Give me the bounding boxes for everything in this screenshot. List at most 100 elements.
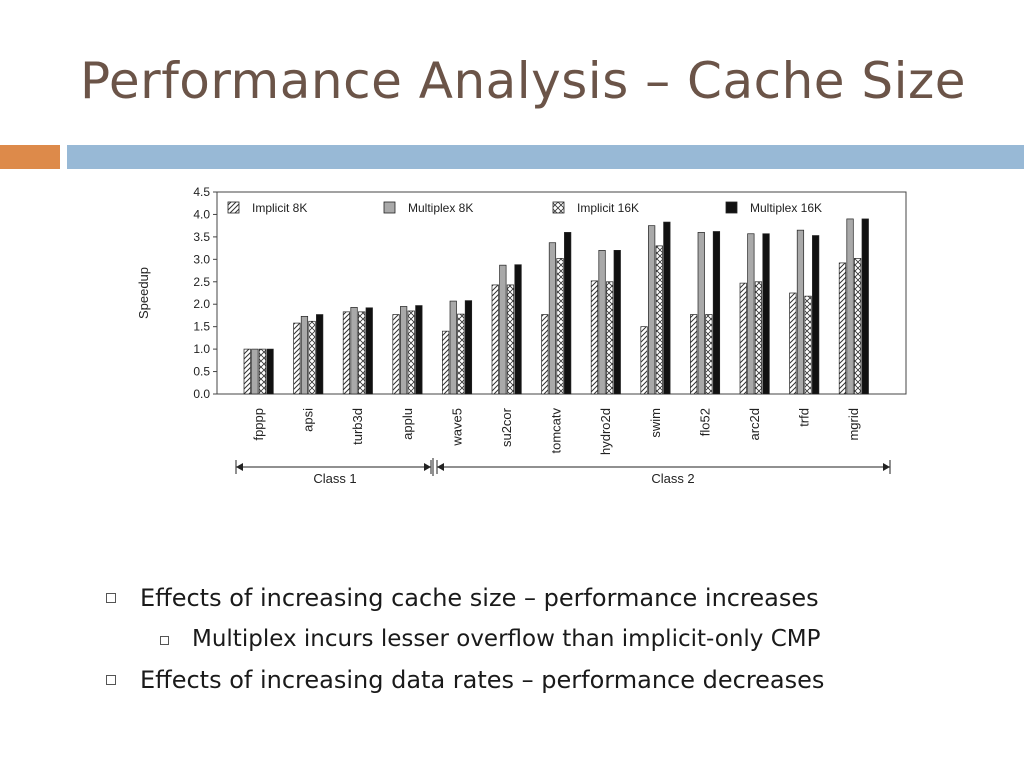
legend-label: Implicit 16K [577,201,639,215]
bullet-text: Effects of increasing data rates – perfo… [140,666,825,694]
bar [812,235,820,395]
x-tick-label: turb3d [350,408,365,445]
bar [705,314,713,395]
arrow-right-icon [883,463,890,471]
bar [754,281,763,395]
bar [663,221,671,395]
bar [690,314,698,395]
bar [243,348,251,395]
bar [449,300,457,395]
legend-label: Multiplex 8K [408,201,473,215]
class-label: Class 2 [651,471,694,486]
bar [358,311,366,395]
square-bullet-icon [106,675,116,685]
bar [606,281,614,395]
bar [861,218,869,395]
x-tick-label: tomcatv [549,408,564,454]
arrow-left-icon [437,463,444,471]
y-tick-label: 4.5 [193,185,210,199]
y-axis-label: Speedup [136,267,151,319]
bar [407,310,415,395]
bar [506,284,515,395]
bar [415,305,423,395]
bar [648,225,656,395]
bar [266,348,274,395]
x-tick-label: flo52 [697,408,712,436]
bar [613,250,621,395]
x-tick-label: arc2d [747,408,762,441]
bar [442,330,450,395]
y-tick-label: 1.5 [193,320,210,334]
bar [564,232,572,395]
y-tick-label: 4.0 [193,207,210,221]
bar [747,233,755,395]
x-tick-label: swim [648,408,663,438]
y-tick-label: 3.0 [193,252,210,266]
bar [300,315,309,395]
bar [548,242,557,395]
bar [251,348,259,395]
bar [342,311,351,395]
bar [655,245,663,395]
bar [762,233,770,395]
legend-swatch [227,201,240,214]
x-tick-label: wave5 [449,408,464,447]
bar [556,258,564,395]
legend-label: Multiplex 16K [750,201,822,215]
legend-label: Implicit 8K [252,201,307,215]
accent-bar-orange [0,145,60,169]
class-label: Class 1 [313,471,356,486]
y-tick-label: 0.5 [193,365,210,379]
y-tick-label: 3.5 [193,230,210,244]
bar [789,292,797,395]
bullet-text: Multiplex incurs lesser overflow than im… [192,626,821,652]
sub-bullet-item: Multiplex incurs lesser overflow than im… [100,626,824,652]
bullet-item: Effects of increasing data rates – perfo… [100,666,824,694]
bar [514,264,522,395]
bullet-list: Effects of increasing cache size – perfo… [100,584,824,694]
x-tick-label: su2cor [499,407,514,447]
bullet-item: Effects of increasing cache size – perfo… [100,584,824,612]
bar [457,313,465,395]
y-tick-label: 2.0 [193,297,210,311]
x-tick-label: hydro2d [598,408,613,455]
bar [846,218,854,395]
legend-swatch [725,201,738,214]
x-tick-label: apsi [301,408,316,432]
bar [796,229,805,395]
x-tick-label: applu [400,408,415,440]
square-bullet-icon [160,636,169,645]
bar [316,314,324,395]
x-tick-label: fpppp [251,408,266,441]
arrow-left-icon [236,463,243,471]
bar [598,250,606,395]
x-tick-label: trfd [797,408,812,427]
y-tick-label: 2.5 [193,275,210,289]
bar [258,348,267,395]
bar [697,232,705,395]
arrow-right-icon [424,463,431,471]
bar [541,314,549,395]
accent-bar-blue [67,145,1024,169]
slide-title: Performance Analysis – Cache Size [80,52,967,110]
bar [804,295,812,395]
bar [392,314,400,395]
legend-swatch [552,201,565,214]
y-tick-label: 1.0 [193,342,210,356]
bar [365,307,373,395]
square-bullet-icon [106,593,116,603]
bar [491,284,499,395]
bar [712,231,721,395]
bar [739,282,747,395]
speedup-bar-chart: 0.0 0.5 1.0 1.5 2.0 2.5 3.0 3.5 4.0 4.5 Speedup fp… [136,185,907,486]
bar [499,264,507,395]
bar [350,307,358,395]
bar [854,258,862,395]
bar [400,306,408,395]
bullet-text: Effects of increasing cache size – perfo… [140,584,819,612]
bar [838,262,847,395]
bar [464,300,473,395]
bar [308,320,316,395]
bar [640,326,648,395]
bar [293,322,301,395]
